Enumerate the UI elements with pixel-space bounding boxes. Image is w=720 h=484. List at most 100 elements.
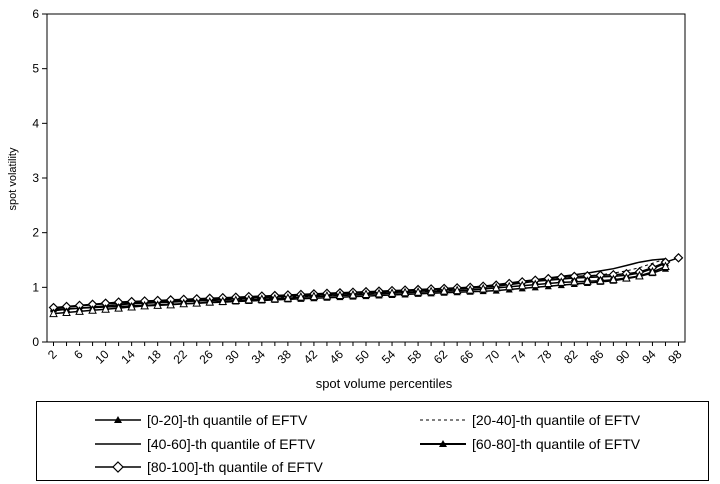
data-point <box>179 298 189 308</box>
x-tick-label: 42 <box>301 347 321 367</box>
x-tick-label: 14 <box>118 347 138 367</box>
data-point <box>439 286 449 295</box>
data-point <box>504 281 514 291</box>
legend-item-40-60: [40-60]-th quantile of EFTV <box>93 434 315 454</box>
data-point <box>452 285 462 295</box>
data-point <box>257 294 267 303</box>
data-point <box>205 296 215 306</box>
x-tick-label: 86 <box>587 347 607 367</box>
data-point <box>465 284 475 294</box>
y-tick-label: 6 <box>32 7 39 21</box>
legend-label-0-20: [0-20]-th quantile of EFTV <box>147 412 308 428</box>
legend-item-0-20: [0-20]-th quantile of EFTV <box>93 410 307 430</box>
x-tick-label: 26 <box>197 347 217 367</box>
data-point <box>622 272 631 282</box>
y-tick-label: 3 <box>32 171 39 185</box>
data-point <box>661 261 670 271</box>
x-tick-label: 90 <box>613 347 633 367</box>
data-point <box>166 299 176 309</box>
legend-item-80-100: [80-100]-th quantile of EFTV <box>93 457 323 477</box>
y-tick-label: 4 <box>32 116 39 130</box>
y-axis-label: spot volatility <box>7 147 19 210</box>
data-point <box>635 270 644 280</box>
data-point <box>88 305 97 314</box>
data-point <box>413 287 423 296</box>
legend-marker-filled-triangle <box>95 416 141 423</box>
data-point <box>283 293 293 302</box>
data-point <box>270 293 280 303</box>
data-point <box>361 289 371 298</box>
data-point <box>543 278 553 288</box>
data-point <box>596 275 605 285</box>
data-point <box>335 290 345 300</box>
y-axis: 0 1 2 3 4 5 6 <box>32 7 47 349</box>
data-point <box>75 306 84 315</box>
data-point <box>556 277 566 286</box>
legend-label-60-80: [60-80]-th quantile of EFTV <box>472 436 641 452</box>
x-tick-label: 10 <box>92 347 112 367</box>
x-tick-label: 82 <box>561 347 581 367</box>
y-tick-label: 1 <box>32 280 39 294</box>
data-point <box>426 286 436 296</box>
data-point <box>570 276 579 286</box>
data-point <box>309 291 319 301</box>
series-5 <box>49 261 670 318</box>
y-tick-label: 2 <box>32 226 39 240</box>
x-tick-label: 2 <box>45 347 60 362</box>
data-point <box>218 296 228 306</box>
data-point <box>127 301 136 311</box>
data-point <box>62 307 71 316</box>
data-point <box>192 298 202 307</box>
legend-marker-dashed-line <box>420 419 466 421</box>
x-tick-label: 34 <box>249 347 269 367</box>
legend-item-60-80: [60-80]-th quantile of EFTV <box>418 434 640 454</box>
data-point <box>491 282 501 292</box>
data-point <box>153 300 162 309</box>
x-tick-label: 22 <box>170 347 190 367</box>
legend-label-20-40: [20-40]-th quantile of EFTV <box>472 412 641 428</box>
x-tick-label: 54 <box>379 347 399 367</box>
x-tick-label: 98 <box>665 347 685 367</box>
x-tick-label: 18 <box>144 347 164 367</box>
x-tick-label: 6 <box>71 347 86 362</box>
data-point <box>374 288 384 298</box>
legend-marker-solid-line <box>95 443 141 445</box>
data-point <box>478 283 488 293</box>
data-point <box>49 308 58 318</box>
data-point <box>322 290 332 300</box>
x-tick-label: 30 <box>223 347 243 367</box>
data-point <box>140 300 149 310</box>
x-tick-label: 58 <box>405 347 425 367</box>
x-tick-label: 50 <box>353 347 373 367</box>
data-point <box>517 280 527 290</box>
data-point <box>231 295 241 304</box>
data-point <box>348 289 358 299</box>
series-layer <box>48 252 684 318</box>
legend-label-40-60: [40-60]-th quantile of EFTV <box>147 436 316 452</box>
data-point <box>648 266 657 276</box>
x-tick-label: 46 <box>327 347 347 367</box>
x-tick-label: 78 <box>535 347 555 367</box>
x-tick-label: 62 <box>431 347 451 367</box>
legend-item-20-40: [20-40]-th quantile of EFTV <box>418 410 640 430</box>
x-tick-label: 38 <box>275 347 295 367</box>
data-point <box>583 276 592 285</box>
data-point <box>296 292 306 301</box>
legend-label-80-100: [80-100]-th quantile of EFTV <box>147 459 323 475</box>
data-point <box>244 294 254 304</box>
x-tick-label: 74 <box>509 347 529 367</box>
legend: [0-20]-th quantile of EFTV [20-40]-th qu… <box>36 401 709 481</box>
x-axis-label: spot volume percentiles <box>316 376 453 391</box>
x-tick-label: 70 <box>483 347 503 367</box>
data-point <box>609 274 618 284</box>
data-point <box>673 252 684 263</box>
legend-marker-filled-triangle <box>420 440 466 447</box>
y-tick-label: 5 <box>32 62 39 76</box>
x-tick-label: 94 <box>639 347 659 367</box>
data-point <box>387 288 397 297</box>
data-point <box>530 279 540 289</box>
y-tick-label: 0 <box>32 335 39 349</box>
data-point <box>114 302 123 312</box>
data-point <box>101 304 110 313</box>
